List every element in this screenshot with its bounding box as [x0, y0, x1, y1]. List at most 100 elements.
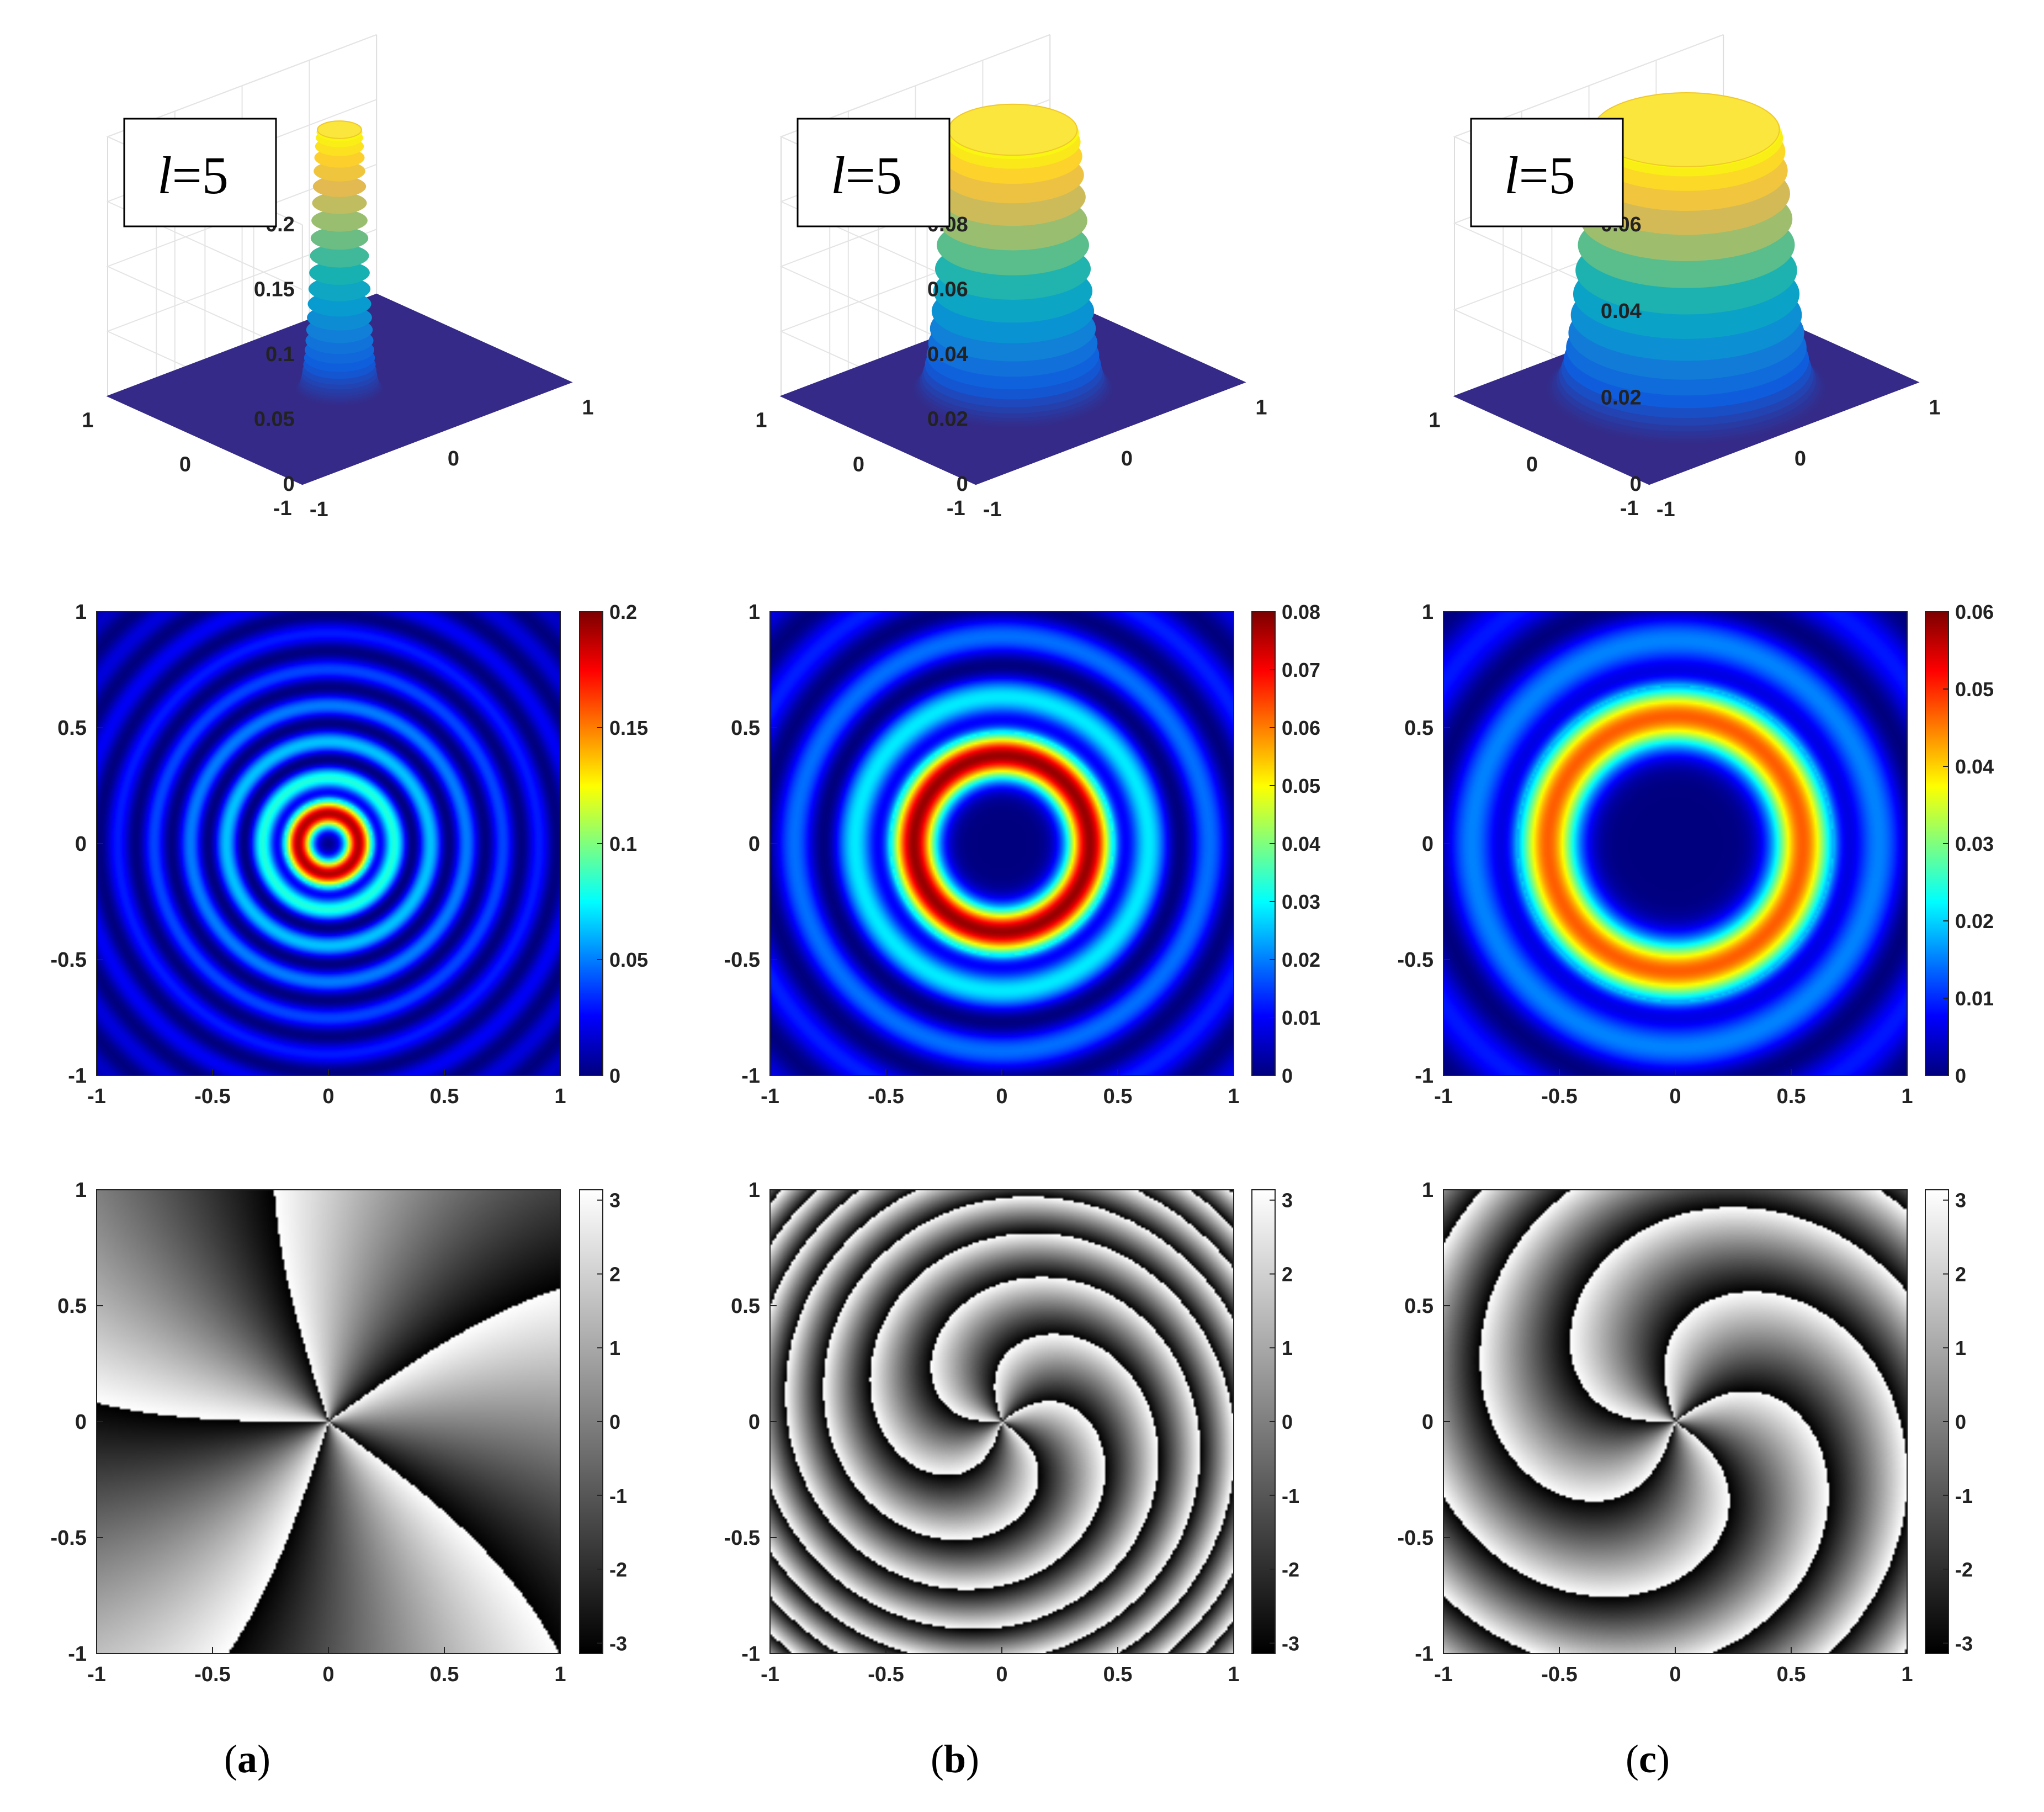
- colorbar-tick-label: 1: [1282, 1337, 1293, 1359]
- x-tick-label: 0: [1121, 447, 1133, 470]
- colorbar-tick-label: -2: [1282, 1559, 1299, 1581]
- x-tick-label: -0.5: [868, 1085, 904, 1108]
- y-tick-label: -1: [741, 1643, 760, 1666]
- colorbar-tick-label: 0.08: [1282, 601, 1320, 623]
- colorbar-tick-label: 0: [1955, 1064, 1966, 1087]
- colorbar-tick-label: -1: [1955, 1485, 1973, 1507]
- colorbar-tick-label: 0.02: [1282, 949, 1320, 971]
- colorbar-tick-label: 0.03: [1955, 833, 1994, 855]
- label-variable: l: [1504, 146, 1519, 205]
- colorbar-tick-label: 0.15: [609, 717, 648, 739]
- surface-band: [311, 209, 368, 232]
- x-tick-label: -1: [761, 1663, 779, 1686]
- panel-c-intensity: -1 -0.5 0 0.5 1 -1 -0.5 0 0.5 1 0 0.01 0.02 0.03 0.04 0…: [1398, 601, 1994, 1108]
- surface-band: [312, 176, 367, 197]
- colorbar-tick-label: 0.02: [1955, 910, 1994, 933]
- z-tick-label: 0.1: [266, 343, 295, 366]
- caption-letter: b: [944, 1737, 966, 1781]
- y-tick-label: -1: [273, 497, 292, 520]
- x-tick-label: -1: [310, 498, 328, 521]
- colorbar-tick-label: 0.06: [1955, 601, 1994, 623]
- y-tick-label: 0: [179, 453, 191, 476]
- y-tick-label: 0.5: [731, 717, 760, 740]
- label-variable: l: [157, 146, 172, 205]
- colorbar-tick-label: 0: [1282, 1064, 1293, 1087]
- x-tick-label: 1: [1901, 1663, 1913, 1686]
- y-tick-label: 0: [75, 833, 87, 856]
- label-text: l=5: [157, 146, 229, 205]
- x-tick-label: 1: [582, 396, 593, 419]
- x-tick-label: 0: [1669, 1663, 1681, 1686]
- z-tick-label: 0.02: [1601, 386, 1642, 410]
- y-tick-label: 1: [1422, 1179, 1434, 1202]
- x-tick-label: -0.5: [194, 1663, 230, 1686]
- z-tick-label: 0.06: [927, 278, 968, 301]
- colorbar-tick-label: -3: [609, 1632, 627, 1655]
- y-tick-label: 1: [1422, 601, 1434, 624]
- z-tick-label: 0.04: [927, 343, 968, 366]
- label-text: l=5: [1504, 146, 1575, 205]
- x-tick-label: 1: [1901, 1085, 1913, 1108]
- y-tick-label: 0: [1422, 1411, 1434, 1434]
- x-tick-label: -0.5: [194, 1085, 230, 1108]
- caption-close: ): [1657, 1737, 1670, 1781]
- y-tick-label: -0.5: [1398, 1527, 1434, 1550]
- caption-open: (: [931, 1737, 944, 1781]
- x-tick-label: -1: [761, 1085, 779, 1108]
- x-tick-label: 0.5: [1777, 1085, 1806, 1108]
- y-tick-label: 0: [748, 1411, 760, 1434]
- x-tick-label: 1: [1929, 396, 1940, 419]
- z-tick-label: 0: [283, 473, 295, 496]
- colorbar-tick-label: 0.03: [1282, 891, 1320, 913]
- colorbar-tick-label: 0.06: [1282, 717, 1320, 739]
- phase-map: [770, 1190, 1234, 1654]
- z-tick-label: 0.02: [927, 408, 968, 431]
- x-tick-label: -1: [87, 1085, 106, 1108]
- surface-top: [948, 103, 1078, 156]
- z-tick-label: 0: [957, 473, 968, 496]
- y-tick-label: -0.5: [724, 949, 760, 972]
- label-box: [797, 118, 951, 227]
- colorbar-tick-label: 0.2: [609, 601, 637, 623]
- caption-close: ): [966, 1737, 979, 1781]
- x-tick-label: -0.5: [868, 1663, 904, 1686]
- colorbar-tick-label: -1: [609, 1485, 627, 1507]
- y-tick-label: -0.5: [724, 1527, 760, 1550]
- colorbar-tick-label: 2: [1955, 1263, 1966, 1285]
- x-tick-label: -1: [87, 1663, 106, 1686]
- label-box: [123, 118, 277, 227]
- colorbar-tick-label: 2: [609, 1263, 620, 1285]
- surface-band: [310, 244, 369, 268]
- y-tick-label: 1: [1429, 409, 1440, 432]
- x-tick-label: 1: [1255, 396, 1267, 419]
- y-tick-label: 1: [75, 1179, 87, 1202]
- colorbar-tick-label: 0.01: [1955, 987, 1994, 1010]
- grid-line: [106, 99, 377, 290]
- label-value: =5: [1519, 146, 1575, 205]
- surface-band: [309, 261, 370, 285]
- x-tick-label: 0.5: [1103, 1085, 1133, 1108]
- colorbar-tick-label: 3: [609, 1189, 620, 1212]
- x-tick-label: 0: [448, 447, 459, 470]
- colorbar-tick-label: 2: [1282, 1263, 1293, 1285]
- colorbar-tick-label: -1: [1282, 1485, 1299, 1507]
- x-tick-label: 0: [996, 1085, 1007, 1108]
- y-tick-label: 1: [748, 601, 760, 624]
- colorbar-tick-label: 0.04: [1282, 833, 1320, 855]
- colorbar-tick-label: -3: [1282, 1632, 1299, 1655]
- colorbar-tick-label: -2: [1955, 1559, 1973, 1581]
- panel-caption-c: (c): [1626, 1737, 1670, 1781]
- x-tick-label: 0.5: [430, 1663, 459, 1686]
- x-tick-label: 0: [1669, 1085, 1681, 1108]
- x-tick-label: -0.5: [1541, 1663, 1577, 1686]
- y-tick-label: 0.5: [1404, 1295, 1434, 1318]
- colorbar-tick-label: 0: [609, 1064, 620, 1087]
- y-tick-label: -0.5: [51, 949, 87, 972]
- surface-band: [312, 192, 367, 214]
- intensity-map: [770, 612, 1234, 1075]
- panel-caption-b: (b): [931, 1737, 979, 1781]
- x-tick-label: 1: [1228, 1085, 1239, 1108]
- colorbar-tick-label: 0.05: [1955, 678, 1994, 701]
